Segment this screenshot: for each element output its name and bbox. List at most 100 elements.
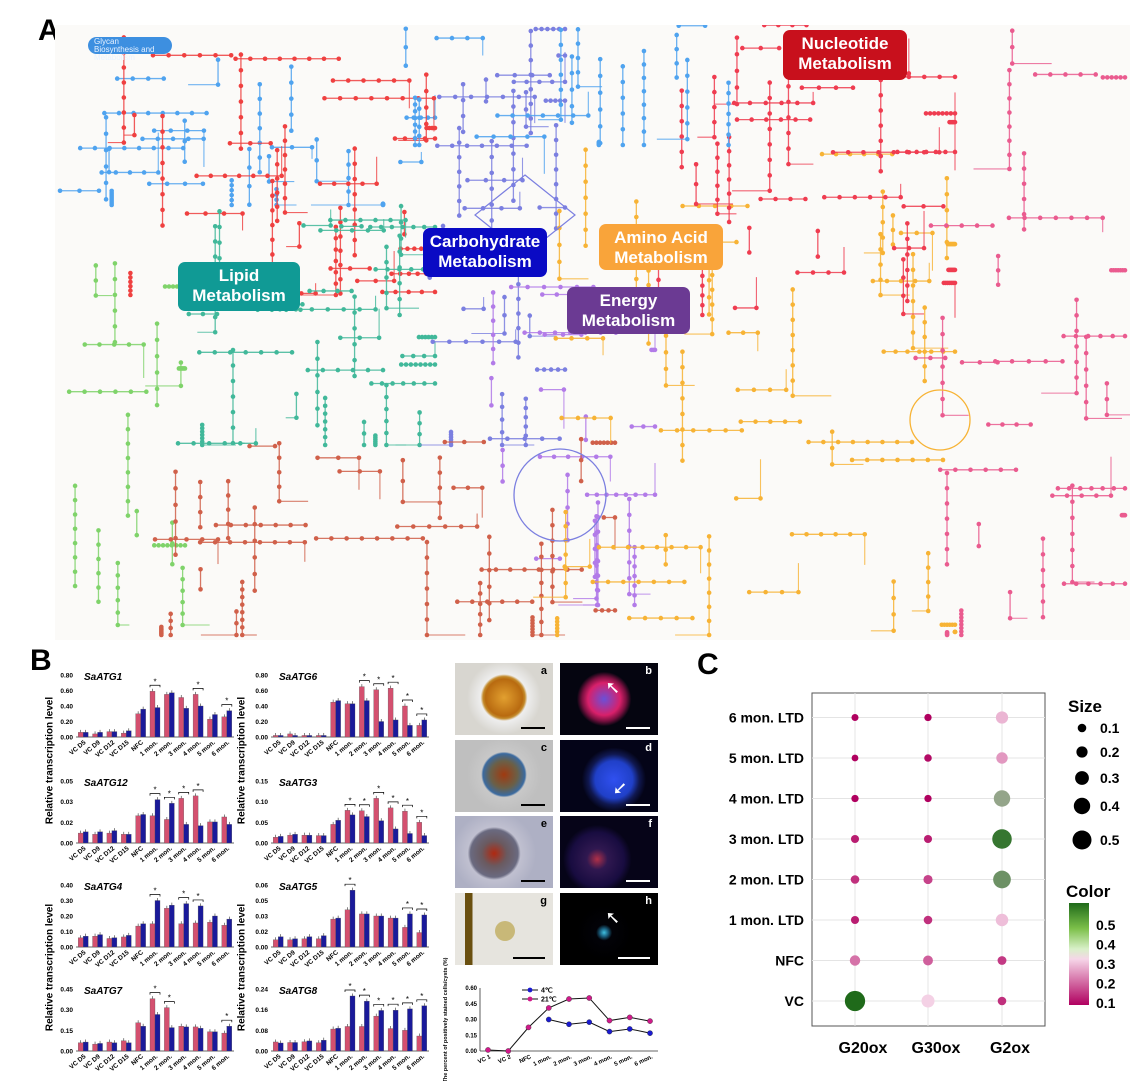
metabolite-node [706, 618, 712, 624]
metabolite-node [229, 197, 234, 203]
significance-bracket [416, 713, 428, 716]
metabolite-node [339, 224, 344, 229]
bar-21c [301, 1041, 308, 1052]
metabolite-node [575, 70, 581, 75]
bar-21c [287, 834, 293, 844]
metabolite-node [170, 561, 175, 567]
y-tick-label: 0.00 [60, 841, 73, 848]
data-point [586, 1019, 593, 1025]
metabolite-node [706, 562, 712, 567]
bar-21c [387, 1028, 394, 1052]
metabolite-node [554, 629, 560, 634]
metabolite-node [391, 78, 397, 83]
bar-4c [111, 830, 118, 844]
metabolite-node [922, 319, 928, 325]
x-tick-label: 2 mon. [553, 1054, 573, 1068]
metabolite-node [222, 173, 228, 179]
metabolite-node [596, 142, 602, 148]
metabolite-node [1021, 227, 1027, 232]
metabolite-node [783, 387, 789, 393]
metabolite-node [410, 353, 416, 359]
metabolite-node [499, 206, 504, 211]
metabolite-node [269, 144, 275, 150]
metabolite-node [373, 267, 378, 272]
bar-21c [178, 1026, 184, 1052]
metabolite-node [489, 186, 495, 192]
metabolite-node [130, 76, 136, 81]
metabolite-node [121, 110, 127, 115]
metabolite-node [111, 342, 117, 347]
bar-4c [183, 903, 189, 948]
metabolite-node [1007, 138, 1012, 144]
metabolite-node [1043, 359, 1048, 364]
metabolite-node [723, 428, 728, 433]
metabolite-node [550, 507, 555, 513]
metabolite-node [669, 544, 674, 550]
metabolite-node [528, 116, 534, 121]
metabolite-node [490, 360, 496, 366]
significance-marker: * [392, 996, 395, 1005]
dot [850, 834, 860, 844]
metabolite-node [633, 492, 638, 498]
metabolite-node [423, 72, 429, 77]
x-tick-label: 1 mon. [533, 1054, 553, 1068]
metabolite-node [82, 389, 87, 394]
metabolite-node [369, 381, 374, 386]
metabolite-node [1073, 333, 1079, 339]
metabolite-node [534, 367, 540, 372]
metabolite-node [553, 137, 559, 143]
metabolite-node [634, 214, 639, 220]
metabolite-node [333, 281, 339, 286]
metabolite-node [1104, 75, 1110, 80]
metabolite-node [449, 35, 455, 41]
metabolite-node [583, 179, 588, 185]
metabolite-node [747, 225, 752, 231]
y-tick-label: 4 mon. LTD [729, 791, 804, 807]
metabolite-node [666, 579, 672, 585]
metabolite-node [516, 311, 521, 316]
significance-bracket [359, 680, 370, 683]
metabolite-node [539, 554, 544, 560]
metabolite-node [397, 280, 402, 286]
metabolite-node [289, 350, 295, 355]
significance-bracket [192, 688, 204, 691]
metabolite-node [461, 306, 466, 312]
metabolite-node [125, 412, 131, 418]
metabolite-node [1098, 581, 1103, 587]
metabolite-node [940, 348, 945, 353]
metabolite-node [483, 177, 489, 183]
significance-marker: * [377, 676, 380, 685]
bar-21c [330, 824, 336, 844]
significance-bracket [359, 994, 370, 998]
metabolite-node [225, 535, 231, 541]
metabolite-node [125, 484, 131, 490]
metabolite-node [845, 149, 851, 155]
metabolite-node [204, 110, 209, 116]
bar-4c [335, 1028, 341, 1052]
metabolite-node [511, 79, 517, 85]
metabolite-node [357, 307, 362, 312]
metabolite-node [72, 526, 78, 532]
metabolite-node [180, 588, 185, 594]
metabolite-node [392, 136, 398, 141]
metabolite-node [1089, 486, 1094, 491]
significance-bracket [164, 1001, 175, 1004]
bar-21c [221, 925, 227, 948]
metabolite-node [115, 610, 121, 615]
metabolite-node [944, 470, 950, 476]
metabolite-node [565, 505, 570, 510]
metabolite-node [878, 231, 883, 237]
significance-marker: * [363, 797, 366, 806]
metabolite-node [1064, 493, 1070, 498]
metabolite-node [795, 100, 800, 106]
metabolite-node [1084, 215, 1090, 221]
metabolite-node [706, 604, 712, 610]
metabolite-node [525, 113, 531, 118]
metabolite-node [601, 515, 607, 520]
bar-21c [387, 917, 394, 948]
metabolite-node [500, 463, 505, 469]
metabolite-node [944, 255, 950, 261]
size-legend-label: 0.2 [1100, 744, 1120, 760]
metabolite-node [641, 102, 647, 108]
metabolite-node [739, 428, 745, 433]
